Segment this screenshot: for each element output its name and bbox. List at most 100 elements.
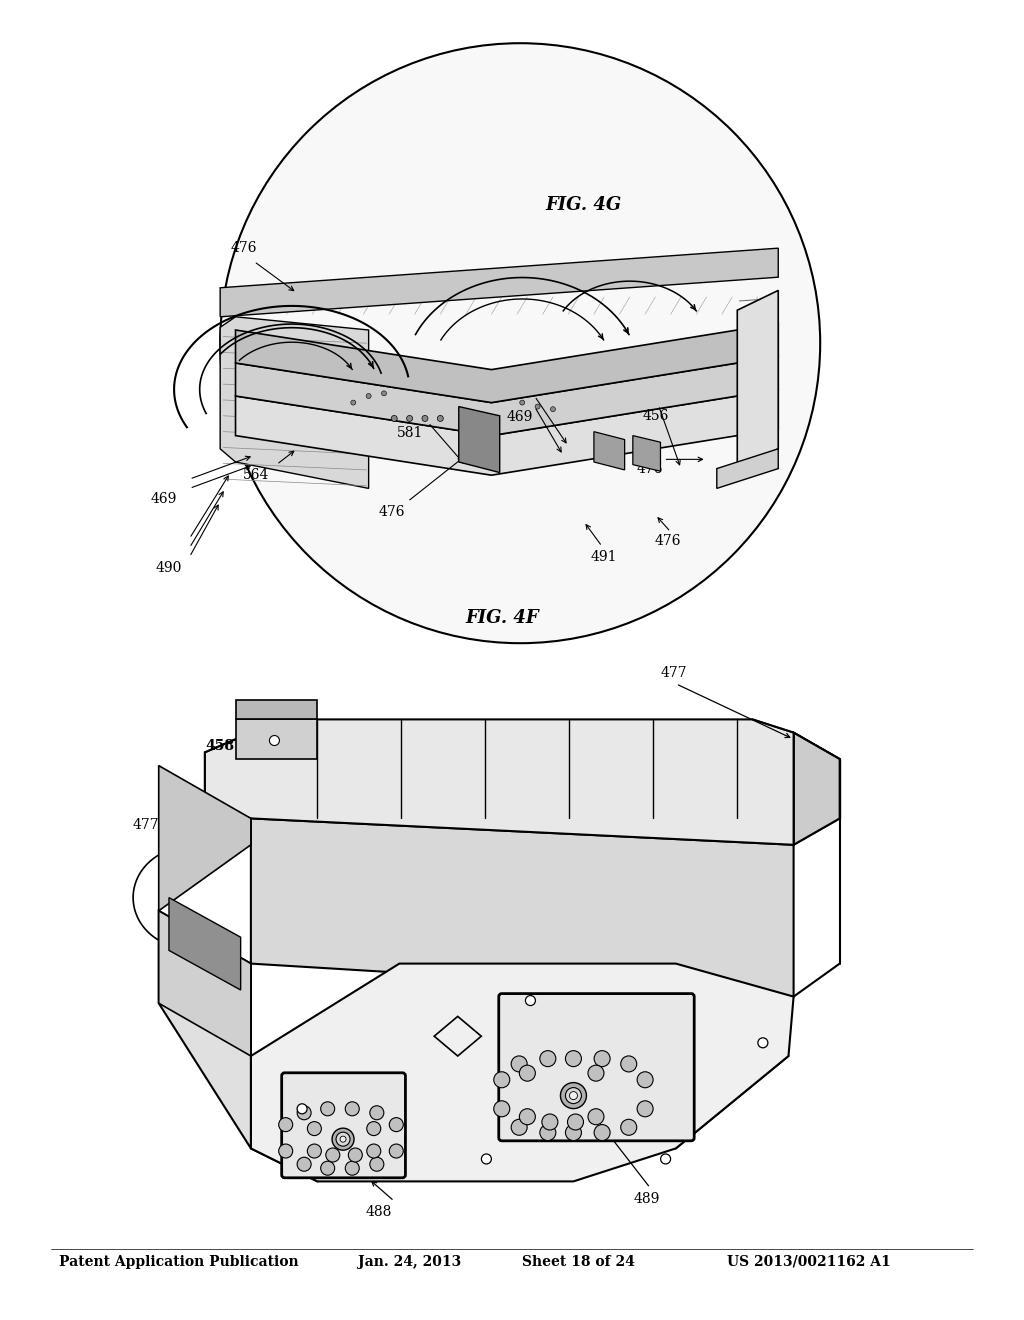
Circle shape bbox=[389, 1118, 403, 1131]
Polygon shape bbox=[251, 818, 794, 997]
Polygon shape bbox=[236, 700, 317, 719]
Circle shape bbox=[525, 995, 536, 1006]
Circle shape bbox=[220, 44, 820, 643]
Circle shape bbox=[621, 1119, 637, 1135]
Polygon shape bbox=[251, 964, 794, 1181]
Text: 476: 476 bbox=[654, 535, 681, 548]
Circle shape bbox=[351, 400, 355, 405]
Text: 581: 581 bbox=[396, 426, 423, 440]
Circle shape bbox=[391, 416, 397, 421]
Polygon shape bbox=[459, 407, 500, 473]
Circle shape bbox=[367, 393, 371, 399]
Circle shape bbox=[321, 1102, 335, 1115]
Circle shape bbox=[307, 1122, 322, 1135]
Polygon shape bbox=[717, 449, 778, 488]
Text: 488: 488 bbox=[366, 1205, 392, 1218]
Circle shape bbox=[637, 1072, 653, 1088]
Polygon shape bbox=[159, 911, 251, 1056]
Circle shape bbox=[621, 1056, 637, 1072]
Circle shape bbox=[758, 1038, 768, 1048]
Polygon shape bbox=[220, 248, 778, 317]
Circle shape bbox=[345, 1162, 359, 1175]
Circle shape bbox=[588, 1109, 604, 1125]
Polygon shape bbox=[169, 898, 241, 990]
Circle shape bbox=[660, 1154, 671, 1164]
Circle shape bbox=[551, 407, 555, 412]
Text: 564: 564 bbox=[243, 469, 269, 482]
Circle shape bbox=[540, 1125, 556, 1140]
Circle shape bbox=[437, 416, 443, 421]
Circle shape bbox=[340, 1137, 346, 1142]
Text: 476: 476 bbox=[637, 462, 664, 475]
Text: FIG. 4F: FIG. 4F bbox=[465, 609, 539, 627]
Polygon shape bbox=[205, 719, 840, 845]
Circle shape bbox=[279, 1118, 293, 1131]
Text: 491: 491 bbox=[591, 550, 617, 564]
Circle shape bbox=[560, 1082, 587, 1109]
Text: 456: 456 bbox=[642, 409, 669, 422]
Circle shape bbox=[536, 404, 540, 409]
Polygon shape bbox=[633, 436, 660, 471]
Text: 489: 489 bbox=[634, 1192, 660, 1205]
Polygon shape bbox=[220, 317, 369, 488]
Circle shape bbox=[520, 400, 524, 405]
Text: Jan. 24, 2013: Jan. 24, 2013 bbox=[358, 1255, 461, 1269]
Text: 490: 490 bbox=[156, 561, 182, 574]
Circle shape bbox=[588, 1065, 604, 1081]
Circle shape bbox=[345, 1102, 359, 1115]
Text: Sheet 18 of 24: Sheet 18 of 24 bbox=[522, 1255, 635, 1269]
Circle shape bbox=[326, 1148, 340, 1162]
Circle shape bbox=[569, 1092, 578, 1100]
Circle shape bbox=[332, 1129, 354, 1150]
Circle shape bbox=[297, 1158, 311, 1171]
Circle shape bbox=[279, 1144, 293, 1158]
Circle shape bbox=[422, 416, 428, 421]
Polygon shape bbox=[594, 432, 625, 470]
Text: 477: 477 bbox=[660, 667, 687, 680]
Text: FIG. 4G: FIG. 4G bbox=[546, 195, 622, 214]
Circle shape bbox=[565, 1125, 582, 1140]
Circle shape bbox=[297, 1106, 311, 1119]
Circle shape bbox=[297, 1104, 307, 1114]
Circle shape bbox=[494, 1101, 510, 1117]
Text: 476: 476 bbox=[379, 506, 406, 519]
Circle shape bbox=[565, 1051, 582, 1067]
Circle shape bbox=[519, 1109, 536, 1125]
Circle shape bbox=[511, 1119, 527, 1135]
Polygon shape bbox=[236, 719, 317, 759]
Circle shape bbox=[269, 735, 280, 746]
Circle shape bbox=[494, 1072, 510, 1088]
Text: 469: 469 bbox=[151, 492, 177, 506]
Circle shape bbox=[370, 1106, 384, 1119]
Circle shape bbox=[519, 1065, 536, 1081]
Circle shape bbox=[481, 1154, 492, 1164]
Circle shape bbox=[637, 1101, 653, 1117]
Polygon shape bbox=[794, 733, 840, 845]
Polygon shape bbox=[236, 389, 778, 475]
Circle shape bbox=[307, 1144, 322, 1158]
FancyBboxPatch shape bbox=[282, 1073, 406, 1177]
Circle shape bbox=[594, 1051, 610, 1067]
Circle shape bbox=[565, 1088, 582, 1104]
Text: 469: 469 bbox=[507, 411, 534, 424]
Circle shape bbox=[594, 1125, 610, 1140]
Text: Patent Application Publication: Patent Application Publication bbox=[59, 1255, 299, 1269]
Polygon shape bbox=[236, 356, 778, 436]
Polygon shape bbox=[737, 290, 778, 469]
FancyBboxPatch shape bbox=[499, 994, 694, 1140]
Circle shape bbox=[321, 1162, 335, 1175]
Circle shape bbox=[348, 1148, 362, 1162]
Circle shape bbox=[567, 1114, 584, 1130]
Polygon shape bbox=[236, 323, 778, 403]
Circle shape bbox=[542, 1114, 558, 1130]
Circle shape bbox=[389, 1144, 403, 1158]
Text: 476: 476 bbox=[230, 242, 257, 255]
Text: 477: 477 bbox=[132, 818, 159, 832]
Circle shape bbox=[407, 416, 413, 421]
Circle shape bbox=[382, 391, 386, 396]
Circle shape bbox=[511, 1056, 527, 1072]
Text: 458: 458 bbox=[206, 739, 234, 752]
Polygon shape bbox=[159, 911, 251, 1148]
Circle shape bbox=[336, 1133, 350, 1146]
Circle shape bbox=[540, 1051, 556, 1067]
